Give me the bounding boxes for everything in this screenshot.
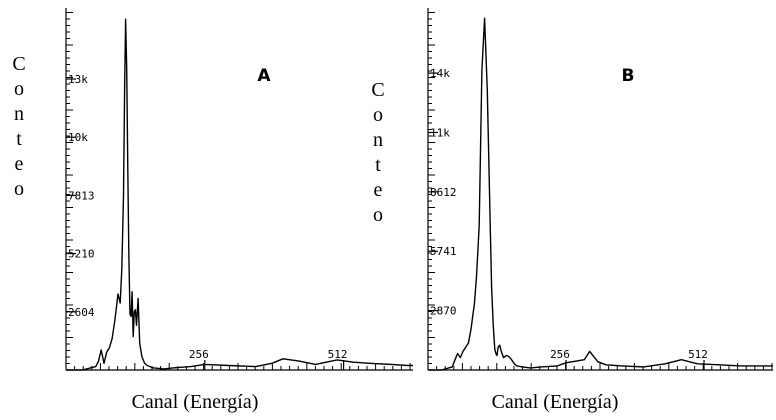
y-axis-label-letter: C bbox=[12, 53, 25, 75]
y-axis-label-letter: o bbox=[373, 204, 383, 226]
y-tick-label-b: 14k bbox=[430, 67, 450, 80]
x-tick-label-b: 256 bbox=[550, 348, 570, 361]
y-tick-label-a: 13k bbox=[68, 73, 88, 86]
panel-b: 2870 5741 8612 11k 14k 256 512 bbox=[427, 8, 773, 371]
y-axis-label-letter: o bbox=[373, 104, 383, 126]
y-axis-label-letter: t bbox=[375, 154, 381, 176]
y-axis-label-letter: t bbox=[16, 128, 22, 150]
x-axis-label-b: Canal (Energía) bbox=[492, 391, 619, 413]
y-axis-label-letter: o bbox=[14, 78, 24, 100]
x-tick-label-a: 512 bbox=[328, 348, 348, 361]
panel-a: 2604 5210 7813 10k 13k 256 512 bbox=[65, 8, 413, 371]
y-tick-label-a: 10k bbox=[68, 131, 88, 144]
y-axis-label-letter: e bbox=[374, 179, 383, 201]
y-axis-label-letter: n bbox=[14, 103, 24, 125]
x-tick-label-a: 256 bbox=[189, 348, 209, 361]
x-axis-label-a: Canal (Energía) bbox=[132, 391, 259, 413]
panel-label-b: B bbox=[622, 66, 635, 86]
y-tick-label-b: 8612 bbox=[430, 186, 457, 199]
y-axis-label-letter: o bbox=[14, 178, 24, 200]
panel-label-a: A bbox=[257, 66, 271, 86]
y-tick-label-a: 2604 bbox=[68, 306, 95, 319]
spectrum-line-a bbox=[66, 18, 413, 371]
y-tick-label-b: 2870 bbox=[430, 305, 457, 318]
x-tick-label-b: 512 bbox=[688, 348, 708, 361]
y-tick-label-b: 11k bbox=[430, 126, 450, 139]
y-tick-label-a: 5210 bbox=[68, 248, 95, 261]
y-axis-label-letter: n bbox=[373, 129, 383, 151]
spectrum-line-b bbox=[428, 17, 773, 371]
y-axis-label-letter: C bbox=[371, 79, 384, 101]
y-tick-label-a: 7813 bbox=[68, 189, 95, 202]
y-axis-label-letter: e bbox=[15, 153, 24, 175]
y-tick-label-b: 5741 bbox=[430, 245, 457, 258]
